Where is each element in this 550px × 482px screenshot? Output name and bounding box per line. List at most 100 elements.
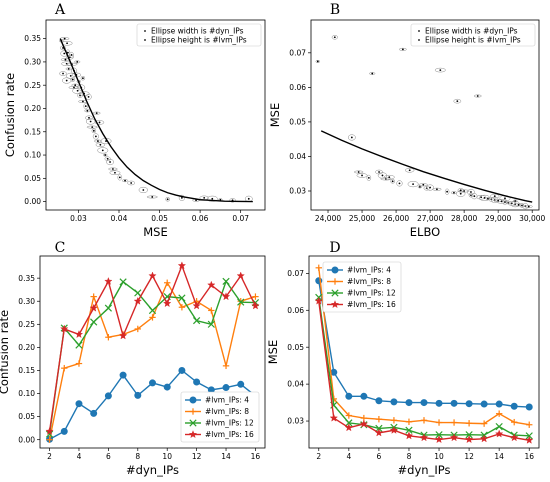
panel-c-series-1 (46, 279, 259, 443)
panel-d-series-marker (435, 399, 443, 407)
panel-c-series-marker (90, 409, 98, 417)
data-point (70, 54, 73, 56)
panel-c-series-marker-b (134, 289, 142, 297)
data-ellipse (108, 167, 118, 171)
data-ellipse (117, 174, 123, 181)
data-point (151, 196, 154, 198)
panel-d-series-marker (465, 400, 473, 408)
panel-d-series-marker (375, 424, 383, 433)
data-ellipse (229, 197, 236, 203)
panel-c-xtick-label: 14 (221, 452, 231, 461)
panel-d-xtick-label: 12 (464, 452, 474, 461)
data-ellipse (92, 133, 99, 140)
panel-b-ytick-label: 0.04 (289, 152, 306, 161)
data-ellipse (396, 180, 403, 187)
data-point (98, 121, 101, 124)
panel-c-series-marker (148, 306, 157, 315)
data-point (514, 200, 517, 202)
data-point (459, 192, 462, 195)
panel-c-legend-marker (189, 396, 197, 404)
data-point (367, 176, 370, 179)
panel-a-xlabel: MSE (143, 225, 168, 239)
data-point (316, 60, 319, 63)
panel-c-ytick-label: 0.20 (18, 343, 35, 352)
panel-d-series-marker (405, 418, 413, 425)
panel-d-series-marker (480, 400, 488, 408)
panel-c-xtick-label: 6 (106, 452, 111, 461)
data-ellipse (519, 203, 525, 208)
panel-c-series-marker-b (90, 318, 98, 326)
data-point (350, 136, 353, 139)
panel-d-series-marker (359, 419, 369, 428)
panel-a-ytick-label: 0.10 (24, 151, 41, 160)
data-point (510, 202, 513, 205)
data-ellipse (453, 98, 462, 104)
panel-a-ytick-label: 0.25 (24, 81, 41, 90)
panel-d-series-marker (360, 392, 368, 400)
panel-d-legend-label: #lvm_IPs: 12 (347, 289, 396, 298)
data-ellipse (347, 134, 356, 141)
data-point (446, 190, 449, 193)
panel-c-series-marker (193, 378, 201, 386)
panel-d-series-marker (374, 428, 384, 437)
panel-a-legend-label: Ellipse height is #lvm_IPs (151, 36, 247, 45)
data-point (480, 196, 483, 199)
data-ellipse (60, 50, 69, 57)
data-point (180, 196, 183, 199)
data-point (497, 199, 500, 202)
data-point (87, 95, 90, 98)
panel-c-series-marker (60, 324, 69, 333)
data-ellipse (434, 67, 446, 73)
panel-d-series-marker (315, 264, 322, 272)
panel-d-series-marker (420, 417, 428, 424)
data-point (112, 168, 114, 170)
panel-c-legend-marker (189, 419, 197, 427)
data-ellipse (69, 51, 74, 58)
data-point (74, 84, 77, 87)
panel-d-series-marker (405, 426, 413, 434)
panel-c-series-marker (90, 293, 97, 300)
data-point (473, 195, 476, 198)
panel-c-series-marker (222, 384, 230, 392)
panel-d-series-marker (450, 399, 458, 407)
panel-c-series-marker (45, 427, 54, 435)
data-point (504, 197, 506, 200)
data-ellipse (127, 180, 136, 186)
data-point (106, 157, 109, 160)
panel-b-letter: B (330, 2, 340, 18)
data-ellipse (390, 179, 395, 184)
panel-d-series-marker (449, 433, 459, 442)
panel-c-legend-marker (188, 430, 198, 439)
panel-b-xtick-label: 24,000 (315, 214, 341, 223)
data-point (398, 182, 401, 185)
panel-d-series-marker (345, 392, 353, 400)
data-ellipse (405, 168, 415, 173)
panel-c-xtick-label: 16 (251, 452, 261, 461)
panel-d-series-marker-b (405, 426, 413, 434)
panel-d-series-marker (375, 397, 383, 405)
panel-c-series-marker (75, 400, 83, 408)
panel-c-series-marker (237, 298, 245, 306)
panel-b-ytick-label: 0.07 (289, 48, 306, 57)
data-ellipse (86, 125, 98, 129)
panel-c-series-marker (134, 289, 142, 297)
panel-d-series-marker (345, 412, 353, 419)
data-point (99, 143, 102, 146)
panel-c-series-marker (119, 371, 127, 379)
panel-c-series-marker-b (119, 278, 127, 286)
data-ellipse (457, 188, 464, 193)
panel-c-series-marker (104, 277, 113, 285)
data-point (357, 171, 360, 173)
panel-a-xtick-label: 0.07 (232, 214, 249, 223)
data-point (88, 116, 90, 119)
panel-d-series-marker (345, 419, 353, 427)
data-ellipse (502, 199, 508, 206)
data-ellipse (490, 193, 500, 199)
panel-c-legend-label: #lvm_IPs: 16 (205, 430, 254, 439)
panel-c-series-marker (251, 301, 260, 310)
panel-c-series-marker (90, 318, 98, 326)
panel-d-series-marker-b (525, 432, 533, 440)
panel-c-series-marker (192, 301, 201, 310)
panel-d-series-marker (435, 431, 443, 439)
data-point (114, 171, 116, 174)
